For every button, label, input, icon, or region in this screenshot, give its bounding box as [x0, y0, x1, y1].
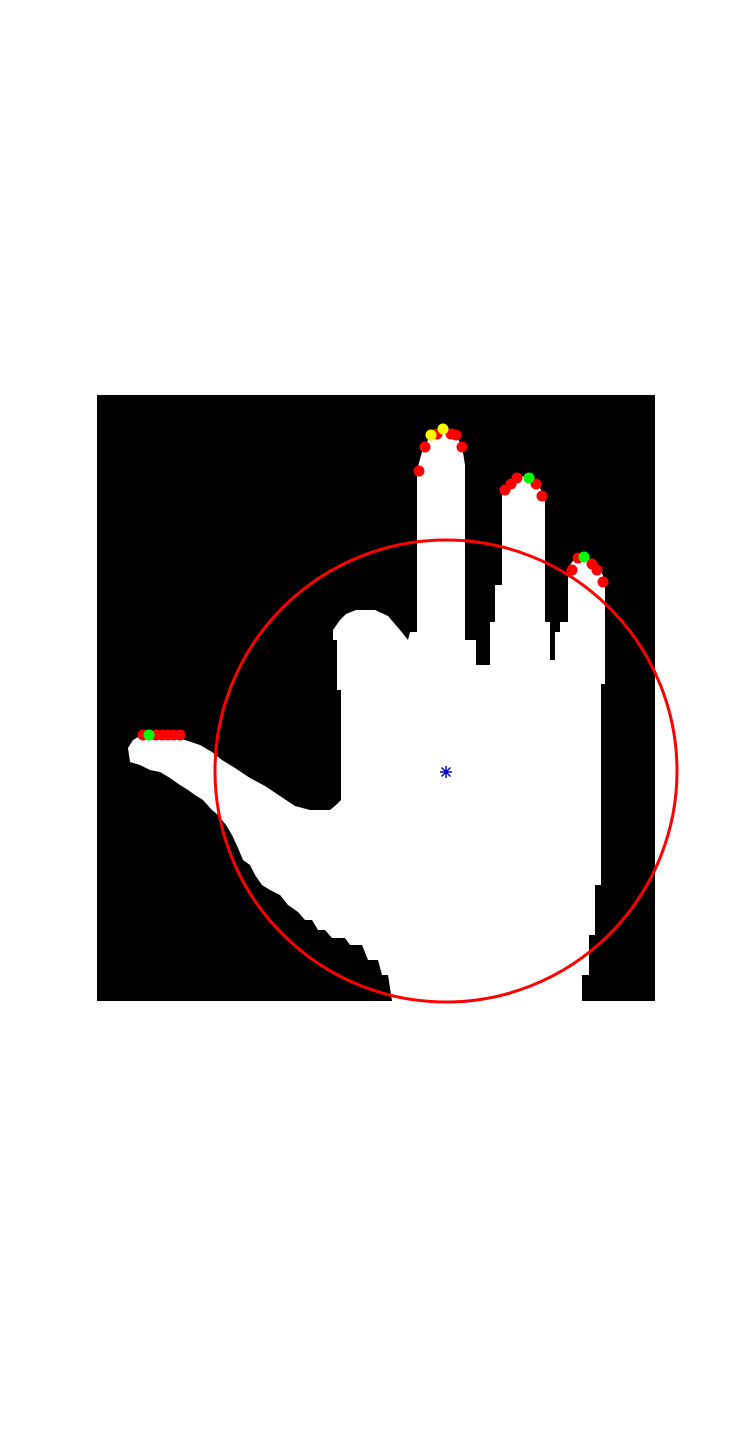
- candidate-point: [511, 472, 523, 484]
- candidate-point: [597, 576, 609, 588]
- candidate-point: [413, 465, 425, 477]
- hand-silhouette: [128, 432, 605, 1001]
- selected-point: [578, 551, 590, 563]
- alternate-point: [425, 429, 437, 441]
- selected-fingertips: [143, 472, 590, 741]
- segmentation-image: [97, 395, 655, 1001]
- selected-point: [143, 729, 155, 741]
- centroid-marker-icon: [440, 766, 452, 778]
- alternate-point: [437, 423, 449, 435]
- selected-point: [523, 472, 535, 484]
- candidate-point: [566, 564, 578, 576]
- alternate-fingertips: [425, 423, 449, 441]
- candidate-point: [174, 729, 186, 741]
- palm-circle: [213, 538, 679, 1004]
- candidate-point: [450, 429, 462, 441]
- candidate-point: [591, 564, 603, 576]
- candidate-point: [419, 441, 431, 453]
- candidate-point: [536, 490, 548, 502]
- candidate-point: [456, 441, 468, 453]
